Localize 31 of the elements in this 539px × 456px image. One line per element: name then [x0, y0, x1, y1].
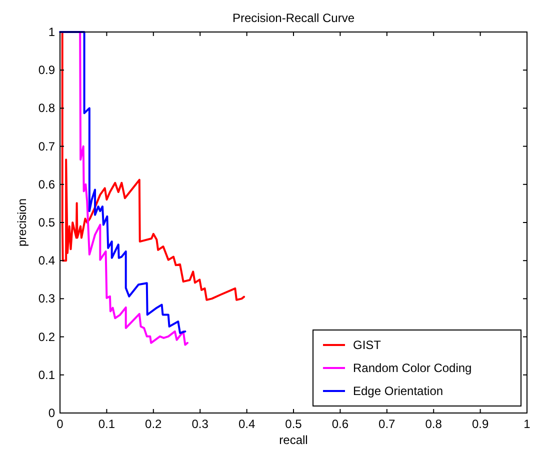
y-tick-label: 0.3 — [38, 292, 56, 306]
x-tick-label: 1 — [524, 417, 531, 431]
x-tick-label: 0.8 — [425, 417, 442, 431]
x-tick-label: 0.2 — [145, 417, 162, 431]
y-tick-label: 1 — [48, 25, 56, 39]
line-series — [79, 31, 188, 346]
x-tick-label: 0 — [56, 417, 64, 431]
x-tick-label: 0.1 — [98, 417, 116, 431]
legend-label: Random Color Coding — [353, 361, 472, 375]
x-tick-label: 0.7 — [378, 417, 396, 431]
y-axis-title: precision — [15, 198, 29, 247]
line-series — [59, 31, 186, 334]
y-tick-label: 0.8 — [38, 101, 56, 116]
x-tick-label: 0.9 — [472, 417, 489, 431]
y-tick-label: 0.9 — [38, 63, 56, 78]
y-tick-label: 0.7 — [38, 139, 56, 154]
legend-label: Edge Orientation — [353, 384, 444, 398]
y-tick-label: 0.2 — [38, 330, 56, 344]
x-axis-title: recall — [279, 433, 308, 447]
x-tick-label: 0.4 — [238, 417, 256, 431]
y-tick-label: 0.4 — [38, 254, 56, 268]
line-series — [61, 31, 245, 301]
y-tick-label: 0.6 — [38, 177, 56, 192]
chart-title: Precision-Recall Curve — [232, 11, 355, 25]
x-tick-label: 0.5 — [285, 417, 302, 431]
x-tick-label: 0.6 — [332, 417, 349, 431]
y-tick-label: 0.1 — [38, 368, 56, 382]
legend-label: GIST — [353, 338, 382, 352]
y-tick-label: 0 — [48, 406, 56, 420]
x-tick-label: 0.3 — [192, 417, 209, 431]
y-tick-label: 0.5 — [38, 216, 56, 230]
